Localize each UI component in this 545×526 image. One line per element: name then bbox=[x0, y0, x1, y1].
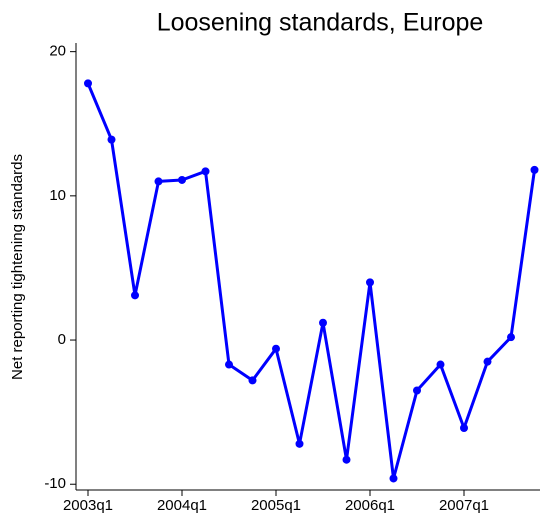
point bbox=[154, 177, 163, 186]
point bbox=[107, 135, 116, 144]
point bbox=[225, 360, 233, 369]
x-tick-label: 2007q1 bbox=[439, 497, 489, 514]
point bbox=[342, 455, 351, 464]
point bbox=[248, 376, 257, 385]
point bbox=[178, 175, 186, 184]
point bbox=[272, 344, 280, 353]
point bbox=[436, 360, 445, 369]
point bbox=[460, 423, 468, 432]
point bbox=[483, 357, 492, 366]
point bbox=[389, 474, 398, 483]
point bbox=[319, 318, 327, 327]
y-tick-label: 10 bbox=[49, 187, 66, 204]
y-tick-label: -10 bbox=[44, 475, 66, 492]
chart-title: Loosening standards, Europe bbox=[157, 9, 484, 37]
point bbox=[530, 165, 539, 174]
x-tick-label: 2004q1 bbox=[157, 497, 207, 514]
x-tick-label: 2005q1 bbox=[251, 497, 301, 514]
x-tick-label: 2003q1 bbox=[63, 497, 113, 514]
y-axis-label: Net reporting tightening standards bbox=[9, 154, 26, 380]
x-tick-label: 2006q1 bbox=[345, 497, 395, 514]
y-tick-label: 20 bbox=[49, 43, 66, 60]
point bbox=[366, 278, 374, 287]
point bbox=[295, 439, 304, 448]
y-tick-label: 0 bbox=[58, 331, 66, 348]
point bbox=[131, 291, 139, 300]
point bbox=[201, 167, 210, 176]
point bbox=[413, 386, 421, 395]
point bbox=[84, 79, 92, 88]
point bbox=[507, 333, 515, 342]
line bbox=[86, 82, 536, 480]
